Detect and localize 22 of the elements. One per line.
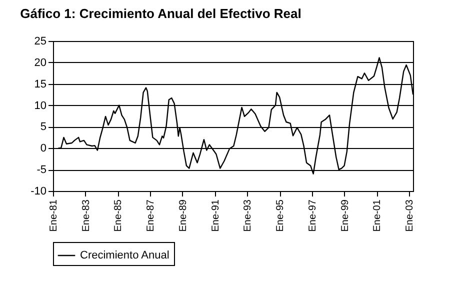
x-tick-label: Ene-91 (210, 199, 222, 232)
x-tick-label: Ene-03 (404, 199, 416, 232)
x-tick-label: Ene-95 (275, 199, 286, 232)
y-tick-label: 5 (40, 121, 46, 134)
legend-label: Crecimiento Anual (80, 250, 170, 262)
x-tick-label: Ene-01 (372, 199, 384, 232)
y-tick-label: 20 (34, 56, 46, 69)
y-tick-label: -10 (30, 186, 46, 198)
x-tick-label: Ene-89 (178, 199, 189, 232)
y-tick-label: 15 (34, 78, 46, 90)
y-tick-label: -5 (36, 164, 46, 176)
y-tick-label: 0 (40, 142, 46, 155)
y-tick-label: 25 (34, 36, 46, 48)
x-tick-label: Ene-83 (80, 199, 92, 232)
chart-title: Gáfico 1: Crecimiento Anual del Efectivo Real (20, 6, 302, 21)
x-tick-label: Ene-93 (242, 199, 254, 232)
x-tick-label: Ene-87 (146, 199, 157, 232)
x-tick-label: Ene-81 (48, 199, 60, 232)
x-tick-label: Ene-85 (113, 199, 124, 232)
x-tick-label: Ene-99 (340, 199, 351, 232)
y-tick-label: 10 (34, 100, 46, 112)
x-tick-label: Ene-97 (307, 199, 318, 232)
